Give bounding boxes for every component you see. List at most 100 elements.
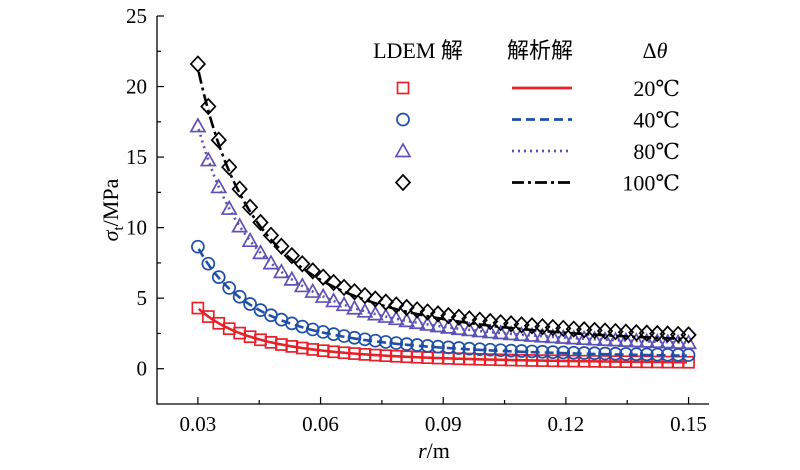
legend-label: 80℃ (633, 139, 680, 164)
ldem-marker (389, 336, 404, 350)
ldem-marker (682, 355, 695, 369)
ldem-marker (368, 333, 383, 348)
legend-label: 40℃ (633, 108, 680, 133)
ldem-marker (628, 323, 645, 342)
ldem-marker (304, 282, 322, 298)
ldem-marker (565, 329, 583, 345)
ldem-marker (387, 310, 405, 326)
ldem-marker (325, 273, 342, 292)
ldem-marker (305, 322, 320, 337)
ldem-marker (210, 131, 227, 149)
ldem-marker (575, 321, 593, 339)
ldem-marker (481, 323, 499, 339)
series-diamond (189, 55, 697, 344)
ldem-marker (419, 303, 436, 321)
legend-marker (396, 112, 410, 127)
ldem-marker (262, 254, 280, 270)
ldem-marker (346, 299, 363, 315)
ldem-marker (544, 328, 562, 344)
ldem-marker (200, 97, 217, 116)
y-tick-label: 20 (126, 75, 147, 99)
ldem-marker (314, 287, 332, 303)
ldem-marker (471, 311, 488, 329)
ldem-marker (598, 346, 612, 361)
ldem-marker (377, 307, 395, 323)
legend-header: Δθ (643, 38, 668, 63)
ldem-marker (191, 301, 205, 315)
ldem-marker (535, 344, 550, 359)
series-square (191, 301, 695, 369)
plot-series (189, 55, 698, 369)
ldem-marker (252, 213, 269, 232)
ldem-marker (460, 321, 478, 337)
series-triangle (189, 117, 698, 350)
x-tick-label: 0.12 (548, 412, 585, 436)
legend-label: 20℃ (633, 76, 680, 101)
ldem-marker (596, 330, 614, 347)
ldem-marker (482, 312, 499, 331)
ldem-marker (649, 324, 666, 343)
ldem-marker (431, 339, 445, 354)
ldem-marker (201, 310, 215, 323)
y-tick-label: 5 (137, 286, 148, 310)
axes: 0.03 0.06 0.09 0.12 0.15 0 5 10 15 20 25 (126, 4, 709, 436)
ldem-marker (586, 321, 603, 340)
ldem-marker (315, 268, 332, 286)
legend-header: LDEM 解 (373, 38, 463, 63)
legend-marker (394, 173, 412, 192)
ldem-marker (638, 324, 655, 342)
ldem-marker (377, 293, 394, 311)
ldem-marker (408, 313, 426, 330)
ldem-marker (346, 282, 363, 301)
ldem-marker (544, 318, 562, 337)
ldem-marker (523, 317, 541, 335)
ldem-marker (326, 327, 341, 341)
ldem-marker (533, 327, 551, 343)
y-tick-label: 0 (137, 357, 148, 381)
ldem-marker (388, 296, 405, 314)
analytic-line (197, 71, 687, 341)
x-tick-label: 0.06 (302, 412, 339, 436)
ldem-marker (450, 308, 468, 327)
ldem-marker (493, 343, 508, 358)
ldem-marker (638, 332, 656, 348)
ldem-marker (659, 325, 676, 343)
legend-label: 100℃ (622, 171, 680, 196)
ldem-marker (660, 347, 675, 362)
y-axis-title: σt/MPa (98, 178, 127, 241)
ldem-marker (514, 344, 529, 358)
ldem-marker (243, 297, 257, 311)
ldem-marker (596, 322, 614, 340)
ldem-marker (492, 313, 509, 332)
ldem-marker (335, 278, 353, 297)
legend-header: 解析解 (507, 38, 573, 63)
ldem-marker (221, 158, 238, 176)
ldem-marker (201, 256, 216, 271)
x-axis-var: r (418, 438, 427, 463)
ldem-marker (241, 198, 259, 217)
ldem-marker (575, 329, 593, 346)
ldem-marker (222, 281, 237, 295)
x-tick-label: 0.09 (425, 412, 462, 436)
ldem-marker (366, 305, 384, 321)
ldem-marker (545, 345, 560, 359)
ldem-marker (650, 347, 665, 362)
ldem-marker (367, 290, 384, 308)
ldem-marker (211, 270, 226, 284)
ldem-marker (231, 180, 248, 198)
ldem-marker (554, 328, 572, 344)
ldem-marker (335, 296, 353, 312)
ldem-marker (452, 341, 466, 355)
ldem-marker (607, 322, 624, 341)
x-tick-label: 0.15 (670, 412, 707, 436)
ldem-marker (555, 319, 572, 338)
ldem-marker (608, 346, 623, 361)
ldem-marker (629, 347, 644, 362)
ldem-marker (419, 315, 437, 331)
ldem-marker (659, 333, 677, 349)
legend-marker (396, 81, 410, 95)
ldem-marker (441, 340, 456, 355)
ldem-marker (439, 318, 457, 334)
ldem-marker (619, 347, 633, 361)
ldem-marker (429, 305, 447, 323)
